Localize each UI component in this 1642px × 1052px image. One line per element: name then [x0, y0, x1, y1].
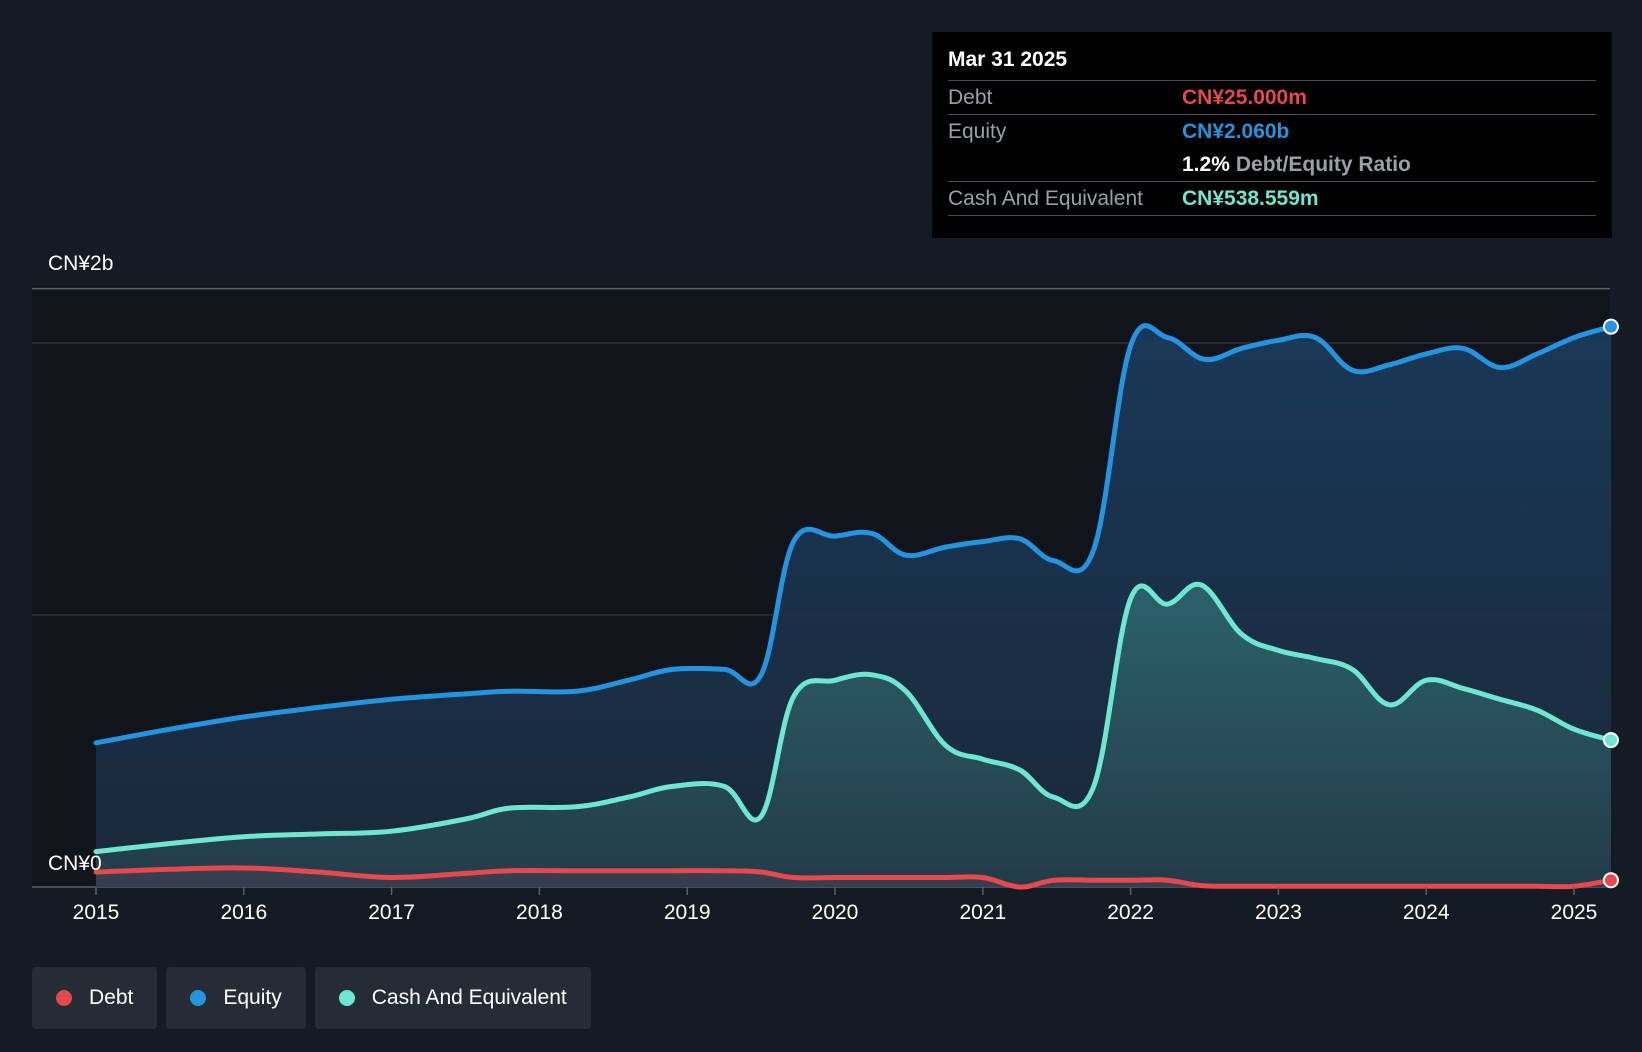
- series-areas: [96, 325, 1611, 888]
- legend: Debt Equity Cash And Equivalent: [32, 967, 591, 1029]
- cash-and-equivalent-end-marker: [1602, 732, 1619, 749]
- legend-dot-icon: [56, 990, 72, 1006]
- x-tick-label: 2017: [368, 901, 415, 924]
- cash-and-equivalent-line: [93, 581, 1614, 855]
- series-lines: [93, 323, 1614, 890]
- equity-line: [93, 323, 1614, 746]
- legend-label: Debt: [89, 986, 134, 1009]
- x-tick-label: 2023: [1255, 901, 1302, 924]
- tooltip-equity-value: CN¥2.060b: [1182, 119, 1290, 143]
- x-tick-label: 2025: [1551, 901, 1598, 924]
- cash-and-equivalent-area: [96, 584, 1611, 887]
- series-end-markers: [1602, 318, 1619, 889]
- legend-item-debt[interactable]: Debt: [32, 967, 158, 1029]
- x-tick-label: 2016: [220, 901, 267, 924]
- legend-dot-icon: [338, 990, 355, 1006]
- tooltip-panel: Mar 31 2025 Debt CN¥25.000m Equity CN¥2.…: [932, 32, 1612, 238]
- tooltip-cash-row: Cash And Equivalent CN¥538.559m: [948, 181, 1596, 216]
- legend-label: Equity: [223, 986, 282, 1009]
- x-tick-label: 2022: [1107, 901, 1154, 924]
- tooltip-debt-label: Debt: [948, 85, 993, 109]
- tooltip-ratio-value: 1.2%: [1182, 152, 1230, 176]
- x-tick-label: 2024: [1403, 901, 1450, 924]
- debt-end-marker: [1602, 872, 1619, 889]
- x-tick-label: 2015: [73, 901, 120, 924]
- tooltip-ratio-row: 1.2% Debt/Equity Ratio: [948, 148, 1596, 181]
- x-axis-ticks: 2015 2016 2017 2018 2019 2020 2021 2022 2023 2024…: [73, 887, 1598, 924]
- debt-area: [96, 867, 1611, 888]
- tooltip-cash-value: CN¥538.559m: [1182, 186, 1319, 210]
- tooltip-debt-row: Debt CN¥25.000m: [948, 80, 1596, 114]
- y-top-label: CN¥2b: [48, 252, 113, 275]
- x-tick-label: 2019: [664, 901, 711, 924]
- x-tick-label: 2020: [812, 901, 859, 924]
- legend-label: Cash And Equivalent: [371, 986, 567, 1009]
- tooltip-cash-label: Cash And Equivalent: [948, 186, 1143, 210]
- legend-item-cash[interactable]: Cash And Equivalent: [314, 967, 591, 1029]
- tooltip-equity-row: Equity CN¥2.060b: [948, 114, 1596, 148]
- y-zero-label: CN¥0: [48, 852, 102, 875]
- x-tick-label: 2021: [959, 901, 1006, 924]
- equity-end-marker: [1602, 318, 1619, 335]
- tooltip-ratio-label: Debt/Equity Ratio: [1235, 152, 1411, 176]
- debt-line: [93, 865, 1614, 890]
- tooltip-date: Mar 31 2025: [948, 48, 1068, 71]
- tooltip-equity-label: Equity: [948, 119, 1007, 143]
- x-tick-label: 2018: [516, 901, 563, 924]
- legend-item-equity[interactable]: Equity: [166, 967, 306, 1029]
- tooltip-debt-value: CN¥25.000m: [1182, 85, 1307, 109]
- legend-dot-icon: [190, 990, 207, 1006]
